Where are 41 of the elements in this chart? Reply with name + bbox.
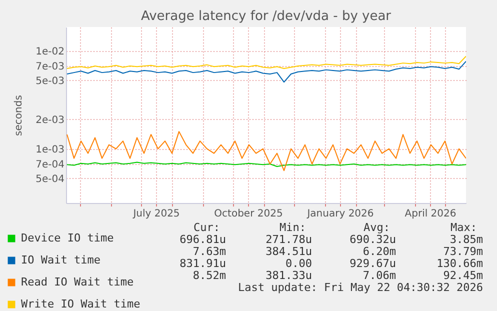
text: 929.67u bbox=[350, 257, 396, 270]
text: 7.63m bbox=[192, 245, 226, 258]
line-series bbox=[66, 56, 466, 70]
text: Avg: bbox=[364, 221, 390, 234]
legend-label: Read IO Wait time bbox=[21, 276, 134, 288]
text: 690.32u bbox=[350, 233, 396, 246]
text: 6.20m bbox=[362, 245, 396, 258]
chart-title: Average latency for /dev/vda - by year bbox=[140, 9, 392, 24]
text: Last update: Fri May 22 04:30:32 2026 bbox=[238, 281, 483, 294]
x-tick-label: October 2025 bbox=[214, 208, 283, 220]
legend-label: Write IO Wait time bbox=[21, 298, 140, 310]
line-series bbox=[66, 131, 466, 172]
text: 831.91u bbox=[180, 257, 226, 270]
x-tick-label: April 2026 bbox=[404, 208, 456, 220]
y-tick-label: 5e-03 bbox=[36, 76, 64, 87]
text: Cur: bbox=[194, 221, 220, 234]
line-series bbox=[66, 60, 466, 83]
text: 381.33u bbox=[266, 269, 312, 282]
y-tick-label: 5e-04 bbox=[36, 174, 64, 185]
y-tick-label: 1e-03 bbox=[36, 144, 64, 156]
text: Min: bbox=[280, 221, 306, 234]
legend-label: Device IO time bbox=[21, 232, 114, 244]
text: 8.52m bbox=[192, 269, 226, 282]
y-tick-label: 7e-04 bbox=[36, 160, 64, 170]
y-tick-label: 1e-02 bbox=[36, 46, 64, 58]
y-tick-label: 7e-03 bbox=[36, 62, 64, 72]
legend-label: IO Wait time bbox=[21, 254, 100, 266]
text: 384.51u bbox=[266, 245, 312, 258]
text: 7.06m bbox=[362, 269, 396, 282]
text: 696.81u bbox=[180, 233, 226, 246]
y-tick-label: 2e-03 bbox=[36, 114, 64, 126]
x-tick-label: January 2026 bbox=[306, 208, 374, 220]
text: 73.79m bbox=[443, 245, 484, 258]
text: 92.45m bbox=[443, 269, 484, 282]
text: 271.78u bbox=[266, 233, 312, 246]
y-axis-title: seconds bbox=[14, 95, 25, 136]
text: Max: bbox=[450, 221, 477, 234]
text: 130.66m bbox=[436, 257, 484, 270]
x-tick-label: July 2025 bbox=[132, 208, 180, 220]
text: 3.85m bbox=[450, 233, 484, 246]
text: 0.00 bbox=[286, 257, 312, 270]
